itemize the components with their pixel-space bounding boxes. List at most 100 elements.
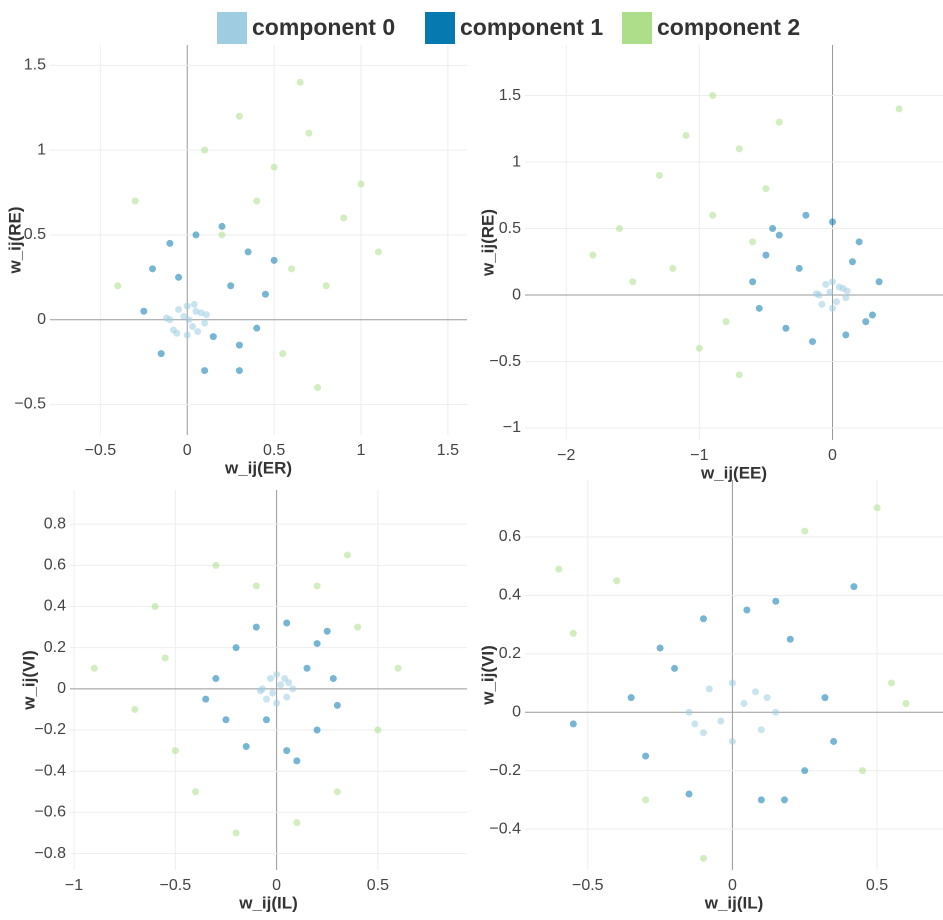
point xyxy=(166,239,174,247)
point xyxy=(569,720,577,728)
point xyxy=(283,619,291,627)
point xyxy=(296,78,304,86)
point xyxy=(333,701,341,709)
y-tick-label: −0.2 xyxy=(34,721,66,738)
y-tick-label: −1 xyxy=(503,419,521,436)
point xyxy=(717,717,725,725)
series xyxy=(685,679,780,745)
point xyxy=(829,218,837,226)
point xyxy=(555,565,563,573)
point xyxy=(235,112,243,120)
point xyxy=(709,92,717,100)
point xyxy=(671,664,679,672)
legend-label: component 2 xyxy=(657,14,800,40)
x-tick-label: 0.5 xyxy=(367,877,389,894)
point xyxy=(202,311,210,319)
y-tick-label: 0.5 xyxy=(24,226,46,243)
point xyxy=(613,577,621,585)
point xyxy=(329,675,337,683)
point xyxy=(655,171,663,179)
point xyxy=(140,307,148,315)
point xyxy=(691,720,699,728)
y-tick-label: 1 xyxy=(512,153,521,170)
point xyxy=(735,145,743,153)
point xyxy=(357,180,365,188)
point xyxy=(394,664,402,672)
point xyxy=(269,689,277,697)
point xyxy=(705,685,713,693)
legend-label: component 0 xyxy=(252,14,395,40)
point xyxy=(267,675,275,683)
point xyxy=(813,290,821,298)
point xyxy=(735,371,743,379)
point xyxy=(261,290,269,298)
point xyxy=(303,664,311,672)
point xyxy=(354,623,362,631)
point xyxy=(772,708,780,716)
point xyxy=(749,278,757,286)
point xyxy=(855,238,863,246)
point xyxy=(868,311,876,319)
y-tick-label: 0.2 xyxy=(499,645,521,662)
point xyxy=(313,726,321,734)
point xyxy=(848,258,856,266)
point xyxy=(842,331,850,339)
point xyxy=(699,729,707,737)
point xyxy=(769,225,777,233)
point xyxy=(374,726,382,734)
point xyxy=(821,694,829,702)
subplot: −1 −0.5 0 0.5 −0.8 −0.6 −0.4 −0.2 0 0.2 0.4 0.6 0.8 w… xyxy=(19,490,467,912)
point xyxy=(340,214,348,222)
y-axis-title: w_ij(VI) xyxy=(478,645,497,706)
point xyxy=(131,197,139,205)
subplot: −2 −1 0 −1 −0.5 0 0.5 1 1.5 w_ij(EE) w_ij(RE) xyxy=(478,45,943,482)
y-tick-label: 1.5 xyxy=(24,57,46,74)
x-tick-label: 0 xyxy=(828,447,837,464)
point xyxy=(209,333,217,341)
point xyxy=(826,288,834,296)
point xyxy=(569,629,577,637)
point xyxy=(775,118,783,126)
series xyxy=(589,92,903,379)
point xyxy=(862,318,870,326)
point xyxy=(902,699,910,707)
point xyxy=(244,248,252,256)
point xyxy=(822,280,830,288)
point xyxy=(685,790,693,798)
point xyxy=(90,664,98,672)
point xyxy=(656,644,664,652)
x-tick-label: 1.5 xyxy=(437,442,459,459)
point xyxy=(262,695,270,703)
point xyxy=(616,225,624,233)
point xyxy=(114,282,122,290)
point xyxy=(293,819,301,827)
point xyxy=(873,504,881,512)
x-tick-label: −1 xyxy=(690,447,708,464)
point xyxy=(235,367,243,375)
point xyxy=(782,324,790,332)
series xyxy=(569,583,858,804)
y-tick-label: 0.5 xyxy=(499,220,521,237)
point xyxy=(763,694,771,702)
point xyxy=(728,737,736,745)
point xyxy=(795,264,803,272)
point xyxy=(218,231,226,239)
point xyxy=(151,603,159,611)
point xyxy=(161,654,169,662)
series xyxy=(749,211,883,346)
point xyxy=(273,699,281,707)
point xyxy=(131,705,139,713)
point xyxy=(270,256,278,264)
x-axis-title: w_ij(ER) xyxy=(224,458,292,477)
y-tick-label: 0 xyxy=(512,286,521,303)
point xyxy=(333,788,341,796)
x-axis-title: w_ij(IL) xyxy=(704,893,764,912)
point xyxy=(757,726,765,734)
point xyxy=(809,338,817,346)
point xyxy=(842,294,850,302)
series xyxy=(140,222,278,375)
point xyxy=(829,278,837,286)
point xyxy=(709,211,717,219)
y-tick-label: 0.6 xyxy=(44,557,66,574)
